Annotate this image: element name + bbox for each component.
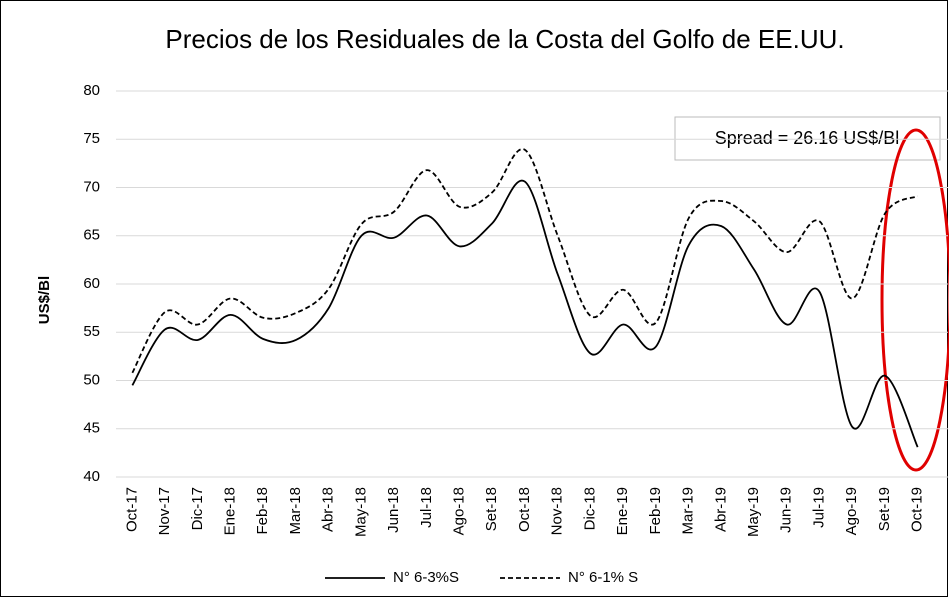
legend-label: N° 6-3%S	[393, 569, 459, 586]
x-tick-label: May-19	[745, 487, 762, 537]
x-tick-label: Abr-19	[712, 487, 729, 532]
x-tick-label: Oct-18	[516, 487, 533, 532]
x-tick-label: Mar-19	[680, 487, 697, 535]
annotation: Spread = 26.16 US$/Bl	[715, 128, 900, 148]
y-tick-label: 65	[83, 227, 100, 244]
x-tick-label: Jul-19	[810, 487, 827, 528]
series-line	[131, 179, 919, 448]
x-tick-label: Nov-18	[549, 487, 566, 535]
y-tick-label: 70	[83, 178, 100, 195]
y-tick-label: 40	[83, 468, 100, 485]
x-tick-label: Jun-19	[778, 487, 795, 533]
x-tick-label: Oct-17	[123, 487, 140, 532]
x-tick-label: Nov-17	[156, 487, 173, 535]
x-tick-label: Ago-19	[843, 487, 860, 535]
y-tick-label: 60	[83, 275, 100, 292]
x-tick-label: May-18	[352, 487, 369, 537]
y-tick-label: 50	[83, 371, 100, 388]
x-tick-label: Feb-18	[254, 487, 271, 535]
x-tick-label: Ago-18	[451, 487, 468, 535]
x-tick-label: Dic-18	[581, 487, 598, 530]
highlight-ellipse	[880, 128, 949, 472]
x-tick-label: Oct-19	[909, 487, 926, 532]
y-axis-title: US$/Bl	[36, 276, 53, 324]
x-tick-label: Set-19	[876, 487, 893, 531]
annotation-box	[674, 116, 941, 161]
chart-title: Precios de los Residuales de la Costa de…	[165, 24, 845, 54]
y-tick-label: 45	[83, 420, 100, 437]
y-tick-label: 75	[83, 130, 100, 147]
x-tick-label: Ene-18	[221, 487, 238, 535]
x-tick-label: Jul-18	[418, 487, 435, 528]
x-tick-label: Dic-17	[189, 487, 206, 530]
x-tick-label: Abr-18	[320, 487, 337, 532]
x-tick-label: Jun-18	[385, 487, 402, 533]
x-tick-label: Mar-18	[287, 487, 304, 535]
legend-label: N° 6-1% S	[568, 569, 638, 586]
x-tick-label: Feb-19	[647, 487, 664, 535]
y-tick-label: 80	[83, 82, 100, 99]
y-tick-label: 55	[83, 323, 100, 340]
x-tick-label: Ene-19	[614, 487, 631, 535]
x-tick-label: Set-18	[483, 487, 500, 531]
